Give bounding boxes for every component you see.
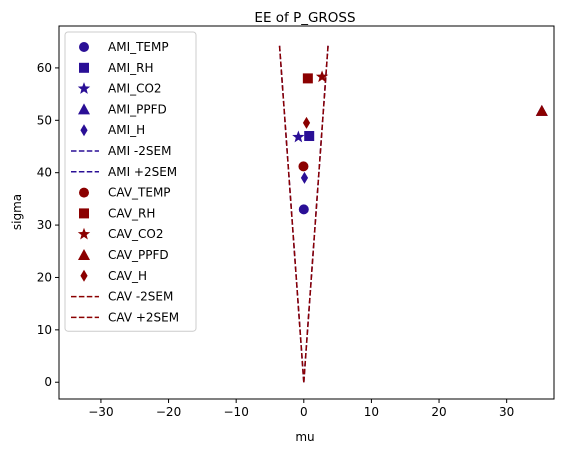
point-ami-temp	[298, 204, 309, 215]
x-tick-label: −20	[156, 405, 181, 419]
plot-frame	[58, 25, 555, 400]
point-cav-ppfd	[535, 104, 548, 116]
x-tick-label: −30	[88, 405, 113, 419]
point-cav-temp	[298, 161, 309, 172]
x-tick-label: 0	[300, 405, 308, 419]
y-tick-label: 60	[37, 61, 52, 75]
series-line-cav-2sem	[303, 44, 329, 383]
legend-label-ami-ppfd: AMI_PPFD	[108, 102, 167, 116]
y-tick-label: 0	[44, 375, 52, 389]
plot-area	[278, 44, 548, 383]
series-line-cav-2sem	[278, 44, 305, 383]
legend-swatch-cav-ppfd	[78, 249, 90, 260]
point-ami-rh	[304, 131, 315, 142]
legend-label-ami-2sem: AMI +2SEM	[108, 165, 177, 179]
y-tick-label: 40	[37, 166, 52, 180]
point-ami-h	[300, 171, 309, 184]
legend-label-ami-2sem: AMI -2SEM	[108, 144, 171, 158]
legend-label-cav-rh: CAV_RH	[108, 206, 155, 220]
y-tick-label: 20	[37, 270, 52, 284]
y-tick-label: 30	[37, 218, 52, 232]
legend-label-cav-2sem: CAV -2SEM	[108, 290, 173, 304]
x-axis: −30 −20 −10 0 10 20 30	[88, 399, 514, 419]
legend-label-ami-rh: AMI_RH	[108, 61, 153, 75]
legend-swatch-ami-h	[80, 124, 88, 137]
x-tick-label: −10	[224, 405, 249, 419]
y-tick-label: 50	[37, 113, 52, 127]
legend-label-cav-2sem: CAV +2SEM	[108, 310, 179, 324]
x-tick-label: 10	[364, 405, 379, 419]
legend-label-cav-temp: CAV_TEMP	[108, 186, 171, 200]
legend-swatch-cav-h	[80, 269, 88, 282]
x-axis-label: mu	[295, 430, 314, 444]
legend-label-ami-co2: AMI_CO2	[108, 82, 162, 96]
legend-swatch-cav-temp	[79, 187, 89, 198]
legend-label-cav-h: CAV_H	[108, 269, 147, 283]
legend-swatch-ami-rh	[79, 62, 89, 73]
legend-swatch-cav-co2	[77, 227, 91, 240]
y-tick-label: 10	[37, 323, 52, 337]
y-axis: 0 10 20 30 40 50 60	[37, 61, 59, 389]
chart-title: EE of P_GROSS	[254, 10, 355, 26]
x-tick-label: 20	[431, 405, 446, 419]
legend-box	[64, 31, 197, 332]
legend-swatch-ami-co2	[77, 82, 91, 94]
legend-swatch-ami-ppfd	[78, 103, 90, 115]
point-cav-rh	[302, 73, 313, 84]
legend-swatch-cav-rh	[79, 208, 89, 219]
legend-label-ami-temp: AMI_TEMP	[108, 40, 169, 54]
point-cav-co2	[315, 70, 329, 83]
legend-label-ami-h: AMI_H	[108, 123, 145, 137]
legend-swatch-ami-temp	[79, 42, 89, 52]
legend-label-cav-co2: CAV_CO2	[108, 227, 164, 241]
x-tick-label: 30	[499, 405, 514, 419]
legend-label-cav-ppfd: CAV_PPFD	[108, 248, 169, 262]
point-ami-co2	[292, 130, 305, 143]
legend: AMI_TEMP AMI_RH AMI_CO2 AMI_PPFD AMI_H AMI -2…	[64, 31, 197, 332]
point-cav-h	[302, 116, 311, 129]
y-axis-label: sigma	[10, 194, 24, 230]
